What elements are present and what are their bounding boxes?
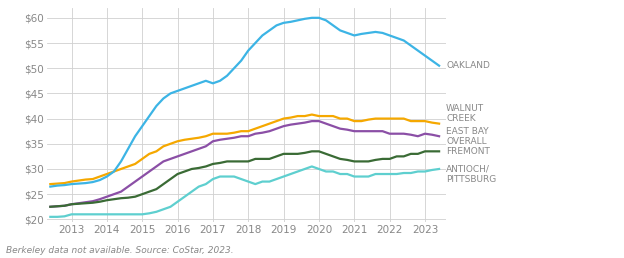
Text: WALNUT
CREEK: WALNUT CREEK xyxy=(446,104,484,123)
Text: FREMONT: FREMONT xyxy=(446,147,490,156)
Text: OAKLAND: OAKLAND xyxy=(446,61,490,70)
Text: Berkeley data not available. Source: CoStar, 2023.: Berkeley data not available. Source: CoS… xyxy=(6,246,234,255)
Text: ANTIOCH/
PITTSBURG: ANTIOCH/ PITTSBURG xyxy=(446,164,497,184)
Text: EAST BAY
OVERALL: EAST BAY OVERALL xyxy=(446,126,489,146)
